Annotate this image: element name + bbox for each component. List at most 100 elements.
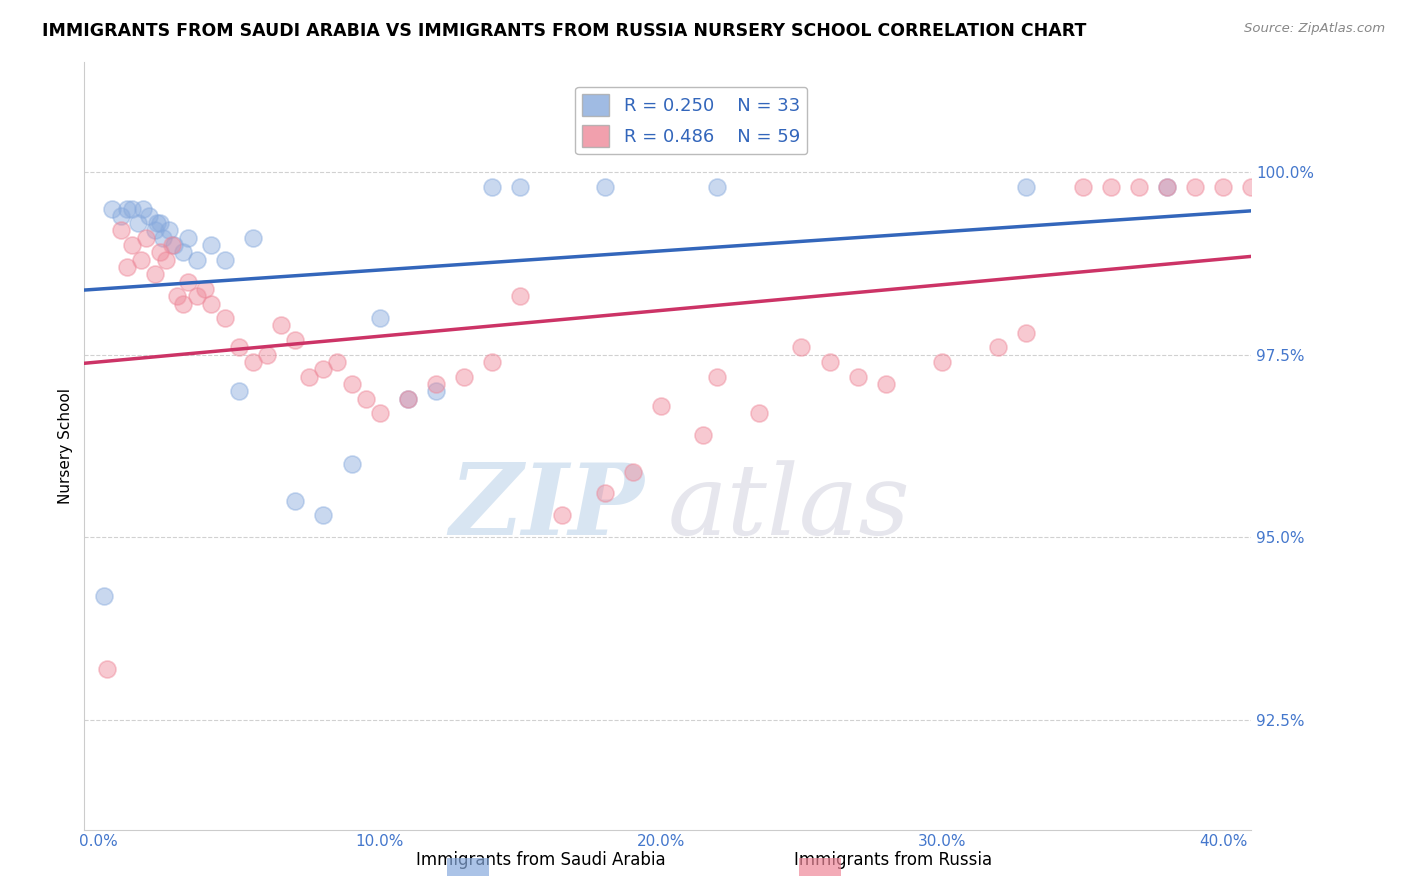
Point: [129, 252, 152, 267]
Point: [143, 223, 166, 237]
Point: [692, 428, 714, 442]
Point: [256, 348, 278, 362]
Point: [368, 406, 391, 420]
Point: [138, 209, 160, 223]
Point: [186, 289, 208, 303]
Point: [340, 457, 363, 471]
Point: [312, 508, 335, 523]
Point: [110, 223, 132, 237]
Point: [1240, 179, 1263, 194]
Point: [650, 399, 672, 413]
Point: [172, 296, 194, 310]
Text: Source: ZipAtlas.com: Source: ZipAtlas.com: [1244, 22, 1385, 36]
Point: [818, 355, 841, 369]
Point: [846, 369, 869, 384]
Point: [1099, 179, 1122, 194]
Point: [157, 223, 180, 237]
Point: [1071, 179, 1094, 194]
Point: [425, 376, 447, 391]
Point: [453, 369, 475, 384]
Point: [1353, 179, 1375, 194]
Point: [101, 202, 124, 216]
Point: [1015, 326, 1038, 340]
Point: [706, 369, 728, 384]
Point: [121, 202, 143, 216]
Point: [115, 202, 138, 216]
Point: [354, 392, 377, 406]
Point: [396, 392, 419, 406]
Point: [177, 275, 200, 289]
Point: [1212, 179, 1234, 194]
Point: [509, 179, 531, 194]
Point: [706, 179, 728, 194]
Text: Immigrants from Saudi Arabia: Immigrants from Saudi Arabia: [416, 851, 666, 869]
Point: [1268, 179, 1291, 194]
Point: [593, 179, 616, 194]
Point: [551, 508, 574, 523]
Point: [163, 238, 186, 252]
Point: [509, 289, 531, 303]
Point: [284, 493, 307, 508]
Point: [481, 355, 503, 369]
Point: [214, 252, 236, 267]
Text: atlas: atlas: [668, 459, 911, 555]
Point: [270, 318, 292, 333]
Point: [1184, 179, 1206, 194]
Point: [149, 245, 172, 260]
Point: [875, 376, 897, 391]
Point: [214, 311, 236, 326]
Point: [425, 384, 447, 399]
Point: [242, 231, 264, 245]
Point: [166, 289, 188, 303]
Point: [186, 252, 208, 267]
Y-axis label: Nursery School: Nursery School: [58, 388, 73, 504]
Point: [368, 311, 391, 326]
Point: [1015, 179, 1038, 194]
Point: [931, 355, 953, 369]
Point: [1128, 179, 1150, 194]
Point: [135, 231, 157, 245]
Point: [200, 238, 222, 252]
Text: ZIP: ZIP: [450, 459, 644, 556]
Point: [228, 384, 250, 399]
Point: [1381, 179, 1403, 194]
Point: [1324, 179, 1347, 194]
Point: [160, 238, 183, 252]
Point: [298, 369, 321, 384]
Point: [326, 355, 349, 369]
Point: [228, 340, 250, 354]
Point: [284, 333, 307, 347]
Point: [110, 209, 132, 223]
Point: [1156, 179, 1178, 194]
Point: [149, 216, 172, 230]
Point: [172, 245, 194, 260]
Point: [790, 340, 813, 354]
Point: [396, 392, 419, 406]
Point: [155, 252, 177, 267]
Text: IMMIGRANTS FROM SAUDI ARABIA VS IMMIGRANTS FROM RUSSIA NURSERY SCHOOL CORRELATIO: IMMIGRANTS FROM SAUDI ARABIA VS IMMIGRAN…: [42, 22, 1087, 40]
Legend: R = 0.250    N = 33, R = 0.486    N = 59: R = 0.250 N = 33, R = 0.486 N = 59: [575, 87, 807, 154]
Point: [621, 465, 644, 479]
Text: Immigrants from Russia: Immigrants from Russia: [794, 851, 991, 869]
Point: [132, 202, 155, 216]
Point: [1296, 179, 1319, 194]
Point: [748, 406, 770, 420]
Point: [194, 282, 217, 296]
Point: [93, 589, 115, 603]
Point: [481, 179, 503, 194]
Point: [200, 296, 222, 310]
Point: [96, 662, 118, 676]
Point: [121, 238, 143, 252]
Point: [177, 231, 200, 245]
Point: [115, 260, 138, 274]
Point: [340, 376, 363, 391]
Point: [127, 216, 149, 230]
Point: [987, 340, 1010, 354]
Point: [242, 355, 264, 369]
Point: [146, 216, 169, 230]
Point: [312, 362, 335, 376]
Point: [152, 231, 174, 245]
Point: [1156, 179, 1178, 194]
Point: [143, 268, 166, 282]
Point: [593, 486, 616, 500]
